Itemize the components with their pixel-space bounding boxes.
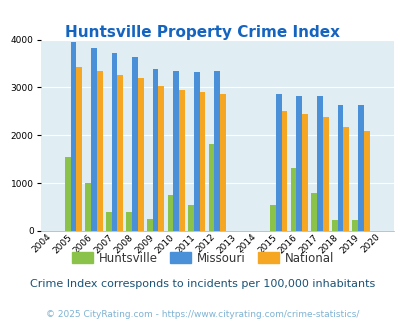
Bar [275, 94, 281, 231]
Bar [147, 218, 152, 231]
Bar [290, 168, 296, 231]
Bar [357, 105, 363, 231]
Bar [199, 92, 205, 231]
Bar [331, 220, 337, 231]
Bar [301, 114, 307, 231]
Bar [281, 112, 287, 231]
Bar [352, 220, 357, 231]
Bar [270, 205, 275, 231]
Bar [208, 144, 214, 231]
Bar [158, 85, 164, 231]
Bar [76, 67, 82, 231]
Bar [214, 71, 220, 231]
Bar [117, 75, 123, 231]
Bar [179, 90, 184, 231]
Legend: Huntsville, Missouri, National: Huntsville, Missouri, National [67, 247, 338, 269]
Bar [138, 78, 143, 231]
Bar [132, 57, 138, 231]
Bar [97, 71, 102, 231]
Bar [65, 157, 70, 231]
Bar [152, 69, 158, 231]
Bar [106, 212, 111, 231]
Bar [363, 130, 369, 231]
Bar [167, 195, 173, 231]
Bar [193, 72, 199, 231]
Bar [337, 105, 343, 231]
Bar [343, 127, 348, 231]
Bar [322, 117, 328, 231]
Bar [111, 52, 117, 231]
Bar [126, 212, 132, 231]
Bar [85, 183, 91, 231]
Bar [91, 48, 97, 231]
Bar [173, 71, 179, 231]
Bar [188, 205, 193, 231]
Text: Huntsville Property Crime Index: Huntsville Property Crime Index [65, 25, 340, 40]
Bar [70, 42, 76, 231]
Bar [220, 94, 225, 231]
Bar [316, 96, 322, 231]
Text: © 2025 CityRating.com - https://www.cityrating.com/crime-statistics/: © 2025 CityRating.com - https://www.city… [46, 310, 359, 319]
Text: Crime Index corresponds to incidents per 100,000 inhabitants: Crime Index corresponds to incidents per… [30, 279, 375, 289]
Bar [296, 96, 301, 231]
Bar [311, 193, 316, 231]
